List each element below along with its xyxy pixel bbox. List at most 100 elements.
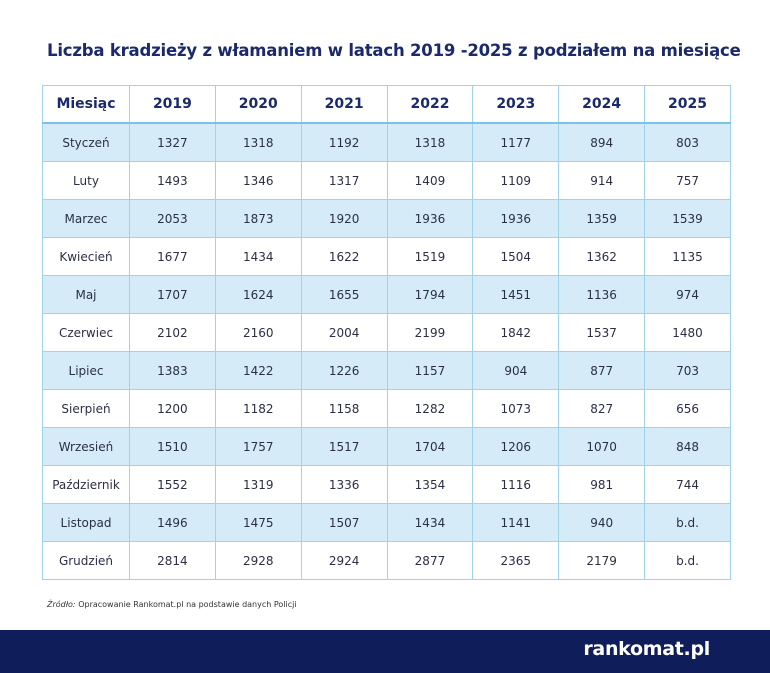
value-cell: 1362	[558, 237, 646, 276]
table-row: Czerwiec 2102 2160 2004 2199 1842 1537 1480	[42, 313, 731, 352]
value-cell: 1451	[472, 275, 560, 314]
value-cell: 703	[644, 351, 731, 390]
value-cell: 1936	[472, 199, 560, 238]
value-cell: 1317	[300, 161, 388, 200]
footer: rankomat.pl	[0, 630, 770, 673]
value-cell: 940	[558, 503, 646, 542]
value-cell: b.d.	[644, 503, 731, 542]
column-header: 2024	[558, 85, 646, 124]
value-cell: 1622	[300, 237, 388, 276]
value-cell: 848	[644, 427, 731, 466]
month-cell: Czerwiec	[42, 313, 130, 352]
value-cell: 1794	[386, 275, 474, 314]
month-cell: Kwiecień	[42, 237, 130, 276]
value-cell: 2928	[214, 541, 302, 580]
table-row: Wrzesień 1510 1757 1517 1704 1206 1070 848	[42, 427, 731, 466]
value-cell: 1655	[300, 275, 388, 314]
value-cell: 2179	[558, 541, 646, 580]
month-cell: Listopad	[42, 503, 130, 542]
value-cell: 1109	[472, 161, 560, 200]
value-cell: 1158	[300, 389, 388, 428]
value-cell: 1346	[214, 161, 302, 200]
value-cell: 1434	[386, 503, 474, 542]
month-cell: Maj	[42, 275, 130, 314]
source-label: Źródło:	[47, 600, 76, 609]
value-cell: 1383	[129, 351, 216, 390]
table-row: Październik 1552 1319 1336 1354 1116 981 744	[42, 465, 731, 504]
value-cell: 1519	[386, 237, 474, 276]
value-cell: 2199	[386, 313, 474, 352]
value-cell: 1354	[386, 465, 474, 504]
table-row: Listopad 1496 1475 1507 1434 1141 940 b.d.	[42, 503, 731, 542]
value-cell: 2365	[472, 541, 560, 580]
value-cell: 877	[558, 351, 646, 390]
value-cell: 981	[558, 465, 646, 504]
value-cell: 1136	[558, 275, 646, 314]
month-cell: Sierpień	[42, 389, 130, 428]
value-cell: 1493	[129, 161, 216, 200]
value-cell: 1226	[300, 351, 388, 390]
value-cell: 1936	[386, 199, 474, 238]
value-cell: 2004	[300, 313, 388, 352]
logo: rankomat.pl	[583, 638, 710, 660]
value-cell: 1282	[386, 389, 474, 428]
value-cell: 1920	[300, 199, 388, 238]
table-row: Sierpień 1200 1182 1158 1282 1073 827 656	[42, 389, 731, 428]
value-cell: 1319	[214, 465, 302, 504]
value-cell: 1318	[214, 122, 302, 162]
value-cell: 2924	[300, 541, 388, 580]
table-body: Styczeń 1327 1318 1192 1318 1177 894 803 Luty 149…	[42, 122, 731, 580]
value-cell: 1517	[300, 427, 388, 466]
value-cell: b.d.	[644, 541, 731, 580]
value-cell: 1510	[129, 427, 216, 466]
column-header: 2020	[214, 85, 302, 124]
value-cell: 1318	[386, 122, 474, 162]
value-cell: 744	[644, 465, 731, 504]
value-cell: 1757	[214, 427, 302, 466]
value-cell: 1206	[472, 427, 560, 466]
month-cell: Luty	[42, 161, 130, 200]
value-cell: 1480	[644, 313, 731, 352]
month-cell: Grudzień	[42, 541, 130, 580]
month-cell: Marzec	[42, 199, 130, 238]
table-row: Marzec 2053 1873 1920 1936 1936 1359 1539	[42, 199, 731, 238]
value-cell: 1873	[214, 199, 302, 238]
value-cell: 1116	[472, 465, 560, 504]
value-cell: 1177	[472, 122, 560, 162]
value-cell: 1496	[129, 503, 216, 542]
month-cell: Styczeń	[42, 122, 130, 162]
column-header: 2022	[386, 85, 474, 124]
value-cell: 1141	[472, 503, 560, 542]
value-cell: 974	[644, 275, 731, 314]
value-cell: 1434	[214, 237, 302, 276]
value-cell: 904	[472, 351, 560, 390]
value-cell: 2160	[214, 313, 302, 352]
month-cell: Wrzesień	[42, 427, 130, 466]
value-cell: 1422	[214, 351, 302, 390]
value-cell: 1504	[472, 237, 560, 276]
value-cell: 656	[644, 389, 731, 428]
table-row: Grudzień 2814 2928 2924 2877 2365 2179 b.d.	[42, 541, 731, 580]
value-cell: 1624	[214, 275, 302, 314]
value-cell: 827	[558, 389, 646, 428]
table-row: Maj 1707 1624 1655 1794 1451 1136 974	[42, 275, 731, 314]
column-header: 2023	[472, 85, 560, 124]
value-cell: 757	[644, 161, 731, 200]
value-cell: 1842	[472, 313, 560, 352]
month-cell: Lipiec	[42, 351, 130, 390]
source-text: Opracowanie Rankomat.pl na podstawie dan…	[78, 600, 297, 609]
value-cell: 2814	[129, 541, 216, 580]
value-cell: 2877	[386, 541, 474, 580]
value-cell: 1073	[472, 389, 560, 428]
value-cell: 1475	[214, 503, 302, 542]
value-cell: 1552	[129, 465, 216, 504]
value-cell: 1704	[386, 427, 474, 466]
value-cell: 1539	[644, 199, 731, 238]
value-cell: 1359	[558, 199, 646, 238]
value-cell: 1409	[386, 161, 474, 200]
column-header: 2025	[644, 85, 731, 124]
column-header: 2019	[129, 85, 216, 124]
value-cell: 1157	[386, 351, 474, 390]
title: Liczba kradzieży z włamaniem w latach 20…	[47, 41, 741, 60]
value-cell: 1677	[129, 237, 216, 276]
